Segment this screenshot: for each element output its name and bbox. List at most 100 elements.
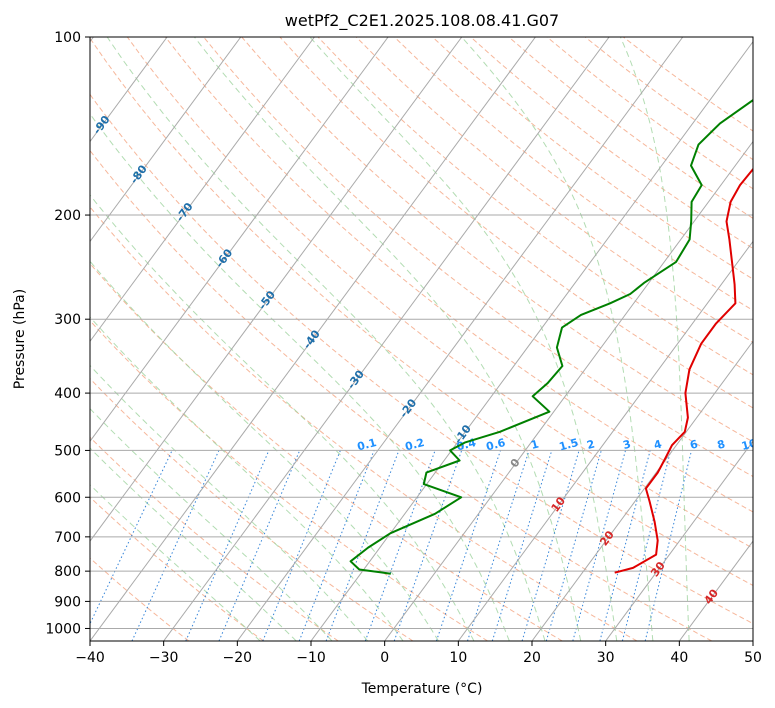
mixing-ratio-label: 1.5 bbox=[558, 436, 580, 454]
isotherm bbox=[678, 540, 753, 641]
moist-adiabat bbox=[106, 37, 546, 641]
isotherm-label: 0 bbox=[508, 456, 523, 470]
isotherm bbox=[90, 37, 242, 243]
moist-adiabat bbox=[90, 194, 475, 641]
mixing-ratio-line bbox=[572, 450, 626, 641]
moist-adiabat bbox=[619, 37, 690, 641]
isotherm-label: -20 bbox=[397, 396, 419, 420]
isotherm bbox=[531, 340, 753, 641]
mixing-ratio-line bbox=[298, 450, 375, 641]
y-tick-label: 400 bbox=[54, 386, 81, 402]
y-tick-label: 200 bbox=[54, 208, 81, 224]
isotherm bbox=[90, 37, 463, 542]
temperature-profile bbox=[614, 167, 753, 574]
dry-adiabat bbox=[90, 149, 712, 641]
mixing-ratio-line bbox=[218, 450, 301, 641]
mixing-ratio-line bbox=[467, 450, 530, 641]
mixing-ratio-line bbox=[393, 450, 463, 641]
x-axis-label: Temperature (°C) bbox=[361, 681, 483, 697]
moist-adiabat bbox=[90, 260, 439, 641]
dry-adiabat bbox=[90, 93, 753, 625]
dry-adiabat bbox=[165, 37, 753, 513]
mixing-ratio-label: 4 bbox=[652, 437, 663, 452]
mixing-ratio-line bbox=[90, 450, 173, 625]
mixing-ratio-line bbox=[435, 450, 501, 641]
mixing-ratio-label: 0.6 bbox=[485, 436, 508, 454]
dry-adiabat bbox=[622, 37, 753, 132]
mixing-ratio-label: 8 bbox=[716, 437, 727, 452]
x-tick-label: 50 bbox=[744, 650, 762, 666]
moist-adiabat bbox=[461, 37, 654, 641]
y-tick-label: 700 bbox=[54, 530, 81, 546]
mixing-ratio-label: 1 bbox=[529, 437, 540, 452]
chart-title: wetPf2_C2E1.2025.108.08.41.G07 bbox=[285, 11, 559, 31]
y-tick-label: 600 bbox=[54, 490, 81, 506]
dry-adiabat bbox=[126, 37, 753, 549]
moist-adiabat bbox=[90, 364, 369, 641]
isotherm bbox=[752, 640, 753, 641]
isotherm bbox=[90, 37, 536, 641]
dry-adiabat bbox=[90, 496, 264, 641]
dry-adiabat bbox=[508, 37, 753, 219]
mixing-ratio-line bbox=[599, 450, 651, 641]
moist-adiabat bbox=[90, 316, 404, 641]
dry-adiabat bbox=[317, 37, 753, 376]
y-tick-label: 500 bbox=[54, 443, 81, 459]
moist-adiabat bbox=[90, 407, 333, 641]
sounding-profiles bbox=[349, 98, 753, 575]
isotherm bbox=[384, 140, 753, 641]
isotherm-label: -90 bbox=[90, 113, 112, 137]
dry-adiabat bbox=[241, 37, 753, 443]
isotherm bbox=[310, 40, 753, 641]
y-tick-label: 100 bbox=[54, 30, 81, 46]
isotherm-label: -40 bbox=[301, 327, 323, 351]
dry-adiabat bbox=[279, 37, 753, 409]
mixing-ratio-label: 0.2 bbox=[404, 436, 426, 454]
mixing-ratio-line bbox=[325, 450, 400, 641]
isotherm-label: 30 bbox=[648, 559, 668, 579]
x-tick-label: 20 bbox=[523, 650, 541, 666]
isotherm bbox=[605, 440, 753, 641]
x-tick-label: −10 bbox=[296, 650, 326, 666]
background-lines bbox=[90, 37, 753, 641]
y-tick-label: 900 bbox=[54, 594, 81, 610]
x-tick-label: −30 bbox=[149, 650, 179, 666]
dry-adiabat bbox=[546, 37, 753, 190]
x-tick-label: −40 bbox=[75, 650, 105, 666]
isotherm bbox=[163, 37, 610, 641]
mixing-ratio-line bbox=[185, 450, 270, 641]
isotherm bbox=[236, 37, 684, 641]
mixing-ratio-label: 13 bbox=[770, 436, 775, 453]
y-tick-label: 800 bbox=[54, 564, 81, 580]
dry-adiabat bbox=[90, 436, 339, 641]
x-tick-label: 10 bbox=[449, 650, 467, 666]
mixing-ratio-line bbox=[131, 450, 220, 641]
isotherm-label: 40 bbox=[702, 586, 722, 606]
moist-adiabat bbox=[309, 37, 618, 641]
isotherm-label: -100 bbox=[58, 51, 85, 81]
mixing-ratio-line bbox=[491, 450, 553, 641]
moist-adiabat bbox=[194, 37, 582, 641]
isotherm-label: -50 bbox=[256, 288, 278, 312]
mixing-ratio-label: 6 bbox=[689, 437, 700, 452]
isotherm-label: -60 bbox=[213, 246, 235, 270]
dewpoint-profile bbox=[349, 98, 753, 575]
mixing-ratio-line bbox=[621, 450, 672, 641]
x-tick-label: −20 bbox=[223, 650, 253, 666]
dry-adiabat bbox=[90, 37, 753, 587]
mixing-ratio-label: 3 bbox=[622, 437, 633, 452]
moist-adiabat bbox=[90, 447, 297, 641]
plot-frame bbox=[89, 36, 754, 642]
y-axis: 100 200 300 400 500 600 700 800 900 1000 bbox=[45, 30, 90, 637]
y-tick-label: 1000 bbox=[45, 621, 81, 637]
isotherm bbox=[457, 240, 753, 641]
dry-adiabat bbox=[90, 557, 190, 641]
isotherm-label: 20 bbox=[597, 528, 617, 548]
x-tick-label: 30 bbox=[597, 650, 615, 666]
dry-adiabat bbox=[90, 319, 488, 641]
x-axis: −40 −30 −20 −10 0 10 20 30 40 50 bbox=[75, 641, 762, 666]
mixing-ratio-label: 0.1 bbox=[356, 436, 378, 454]
x-tick-label: 40 bbox=[670, 650, 688, 666]
y-tick-label: 300 bbox=[54, 312, 81, 328]
